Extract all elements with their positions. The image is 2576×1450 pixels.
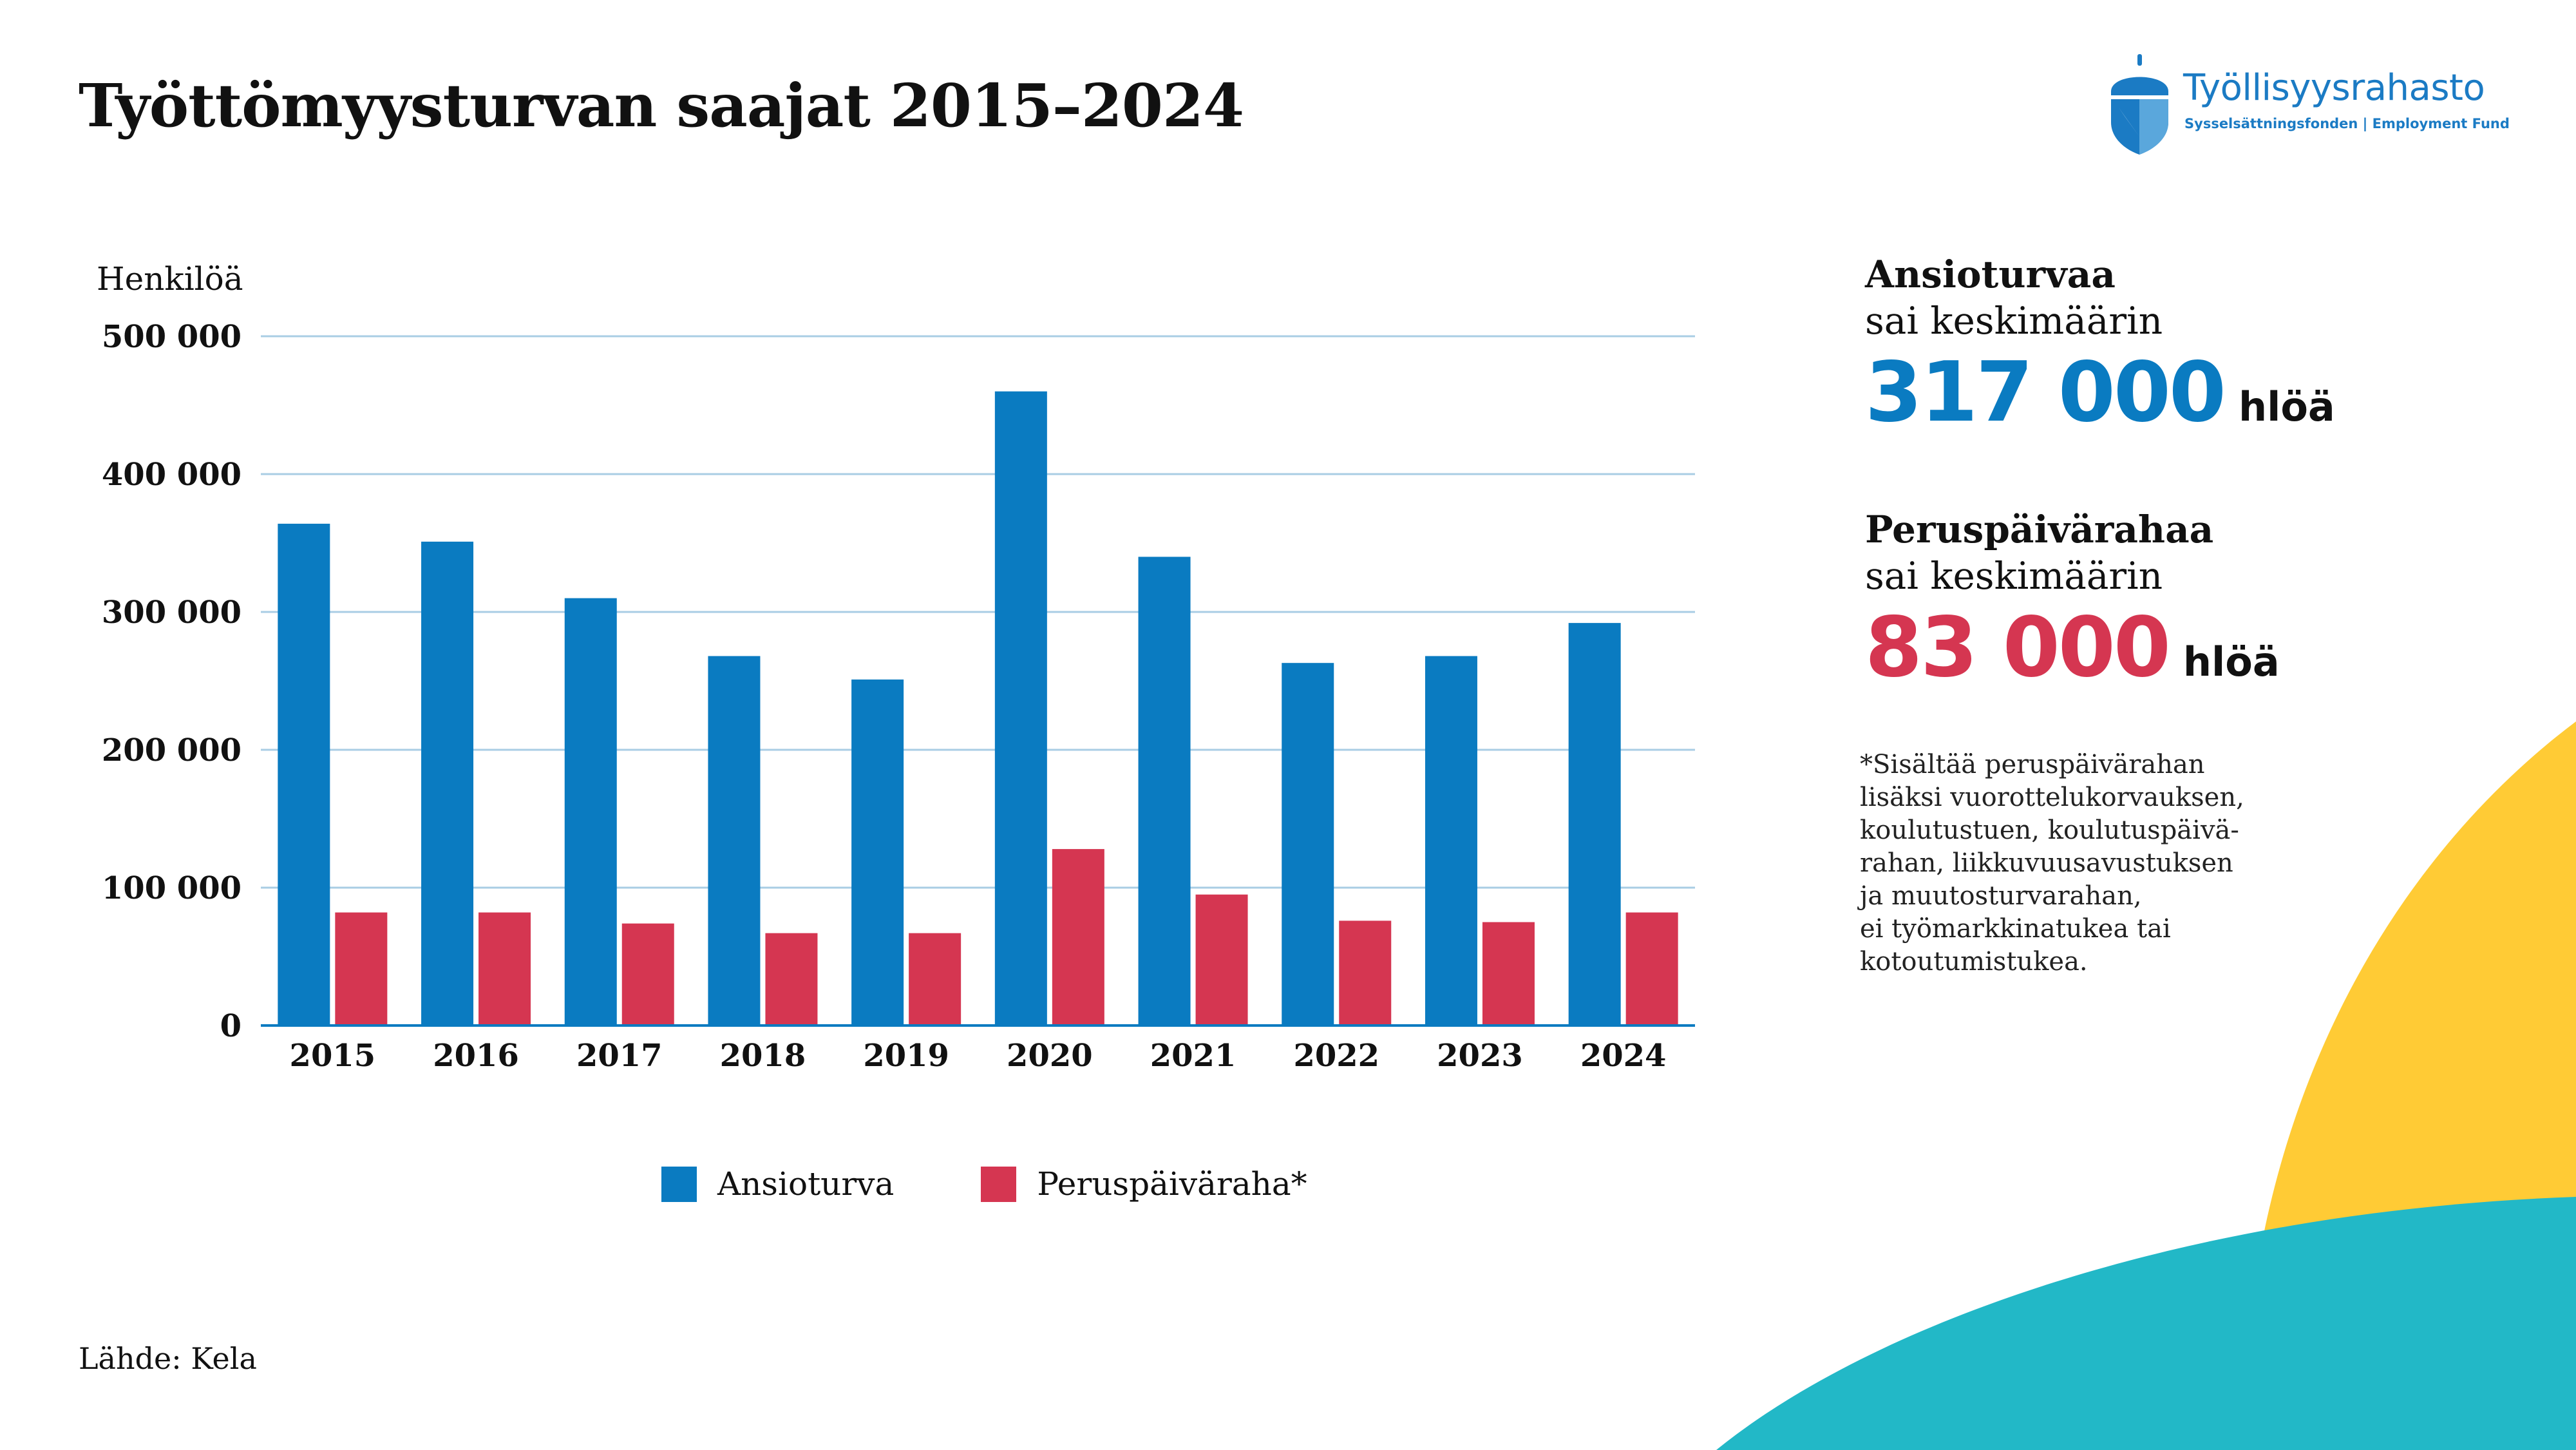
bar-ansioturva bbox=[708, 656, 761, 1025]
y-tick-label: 500 000 bbox=[102, 319, 242, 355]
x-tick-label: 2019 bbox=[863, 1038, 949, 1074]
stat-value: 83 000 bbox=[1865, 600, 2171, 696]
bar-ansioturva bbox=[421, 541, 474, 1025]
page-title: Työttömyysturvan saajat 2015–2024 bbox=[79, 71, 1244, 140]
footnote-line: kotoutumistukea. bbox=[1860, 947, 2088, 977]
stat-value-row: 317 000 hlöä bbox=[1865, 348, 2335, 438]
bar-ansioturva bbox=[851, 679, 904, 1025]
legend-swatch-peruspaivaraha bbox=[981, 1166, 1017, 1202]
bar-peruspaivaraha bbox=[909, 933, 961, 1025]
bar-peruspaivaraha bbox=[1339, 921, 1392, 1025]
bar-chart: Henkilöä 0 100 000 200 000 300 000 400 000 500… bbox=[97, 260, 1695, 1074]
stat-value: 317 000 bbox=[1865, 345, 2226, 441]
footnote: *Sisältää peruspäivärahan lisäksi vuorot… bbox=[1860, 749, 2272, 978]
stat-peruspaivaraha: Peruspäivärahaa sai keskimäärin 83 000 h… bbox=[1865, 506, 2280, 693]
x-tick-label: 2021 bbox=[1150, 1038, 1236, 1074]
legend-item-peruspaivaraha: Peruspäiväraha* bbox=[981, 1165, 1307, 1203]
x-tick-label: 2016 bbox=[433, 1038, 519, 1074]
logo-name: Työllisyysrahasto bbox=[2183, 67, 2485, 109]
y-tick-label: 100 000 bbox=[102, 870, 242, 906]
bar-ansioturva bbox=[278, 524, 330, 1025]
logo: Työllisyysrahasto Sysselsättningsfonden … bbox=[2106, 53, 2518, 159]
legend-label-peruspaivaraha: Peruspäiväraha* bbox=[1037, 1165, 1307, 1203]
source-note: Lähde: Kela bbox=[79, 1341, 257, 1376]
footnote-line: *Sisältää peruspäivärahan bbox=[1860, 750, 2205, 779]
y-tick-label: 300 000 bbox=[102, 595, 242, 631]
bar-ansioturva bbox=[1282, 663, 1334, 1025]
stat-ansioturva: Ansioturvaa sai keskimäärin 317 000 hlöä bbox=[1865, 251, 2335, 438]
x-tick-label: 2024 bbox=[1580, 1038, 1667, 1074]
bar-ansioturva bbox=[1425, 656, 1477, 1025]
legend-swatch-ansioturva bbox=[661, 1166, 697, 1202]
bar-peruspaivaraha bbox=[1482, 922, 1535, 1025]
y-tick-label: 400 000 bbox=[102, 457, 242, 493]
footnote-line: ja muutosturvarahan, bbox=[1860, 881, 2142, 911]
footnote-line: ei työmarkkinatukea tai bbox=[1860, 914, 2171, 944]
bar-peruspaivaraha bbox=[765, 933, 818, 1025]
stat-unit: hlöä bbox=[2238, 383, 2335, 430]
bar-ansioturva bbox=[564, 598, 617, 1025]
bar-ansioturva bbox=[1568, 623, 1621, 1025]
stat-subtitle: sai keskimäärin bbox=[1865, 554, 2163, 598]
bar-peruspaivaraha bbox=[478, 912, 531, 1025]
bar-peruspaivaraha bbox=[1195, 894, 1248, 1025]
bar-peruspaivaraha bbox=[1052, 849, 1104, 1025]
footnote-line: lisäksi vuorottelukorvauksen, bbox=[1860, 783, 2244, 812]
stat-title: Ansioturvaa bbox=[1865, 253, 2116, 296]
x-tick-label: 2017 bbox=[576, 1038, 663, 1074]
bar-peruspaivaraha bbox=[1625, 912, 1678, 1025]
legend-item-ansioturva: Ansioturva bbox=[661, 1165, 894, 1203]
stat-title: Peruspäivärahaa bbox=[1865, 508, 2214, 551]
y-axis-label: Henkilöä bbox=[97, 260, 243, 298]
x-tick-label: 2022 bbox=[1293, 1038, 1379, 1074]
footnote-line: koulutustuen, koulutuspäivä- bbox=[1860, 816, 2239, 845]
bar-ansioturva bbox=[994, 391, 1047, 1025]
bar-ansioturva bbox=[1138, 557, 1191, 1025]
bar-peruspaivaraha bbox=[621, 923, 674, 1025]
stat-subtitle: sai keskimäärin bbox=[1865, 299, 2163, 343]
bar-peruspaivaraha bbox=[335, 912, 388, 1025]
y-tick-label: 200 000 bbox=[102, 732, 242, 768]
x-tick-label: 2020 bbox=[1007, 1038, 1093, 1074]
stat-unit: hlöä bbox=[2183, 638, 2280, 685]
logo-subtitle: Sysselsättningsfonden | Employment Fund bbox=[2184, 116, 2510, 131]
footnote-line: rahan, liikkuvuusavustuksen bbox=[1860, 848, 2233, 878]
stat-value-row: 83 000 hlöä bbox=[1865, 603, 2280, 693]
legend-label-ansioturva: Ansioturva bbox=[717, 1165, 895, 1203]
acorn-shield-icon bbox=[2111, 54, 2168, 155]
x-tick-label: 2023 bbox=[1437, 1038, 1523, 1074]
chart-legend: Ansioturva Peruspäiväraha* bbox=[661, 1165, 1394, 1203]
x-tick-label: 2015 bbox=[290, 1038, 376, 1074]
x-tick-label: 2018 bbox=[720, 1038, 806, 1074]
y-tick-label: 0 bbox=[220, 1008, 242, 1044]
teal-arc-shape bbox=[1716, 1197, 2576, 1450]
